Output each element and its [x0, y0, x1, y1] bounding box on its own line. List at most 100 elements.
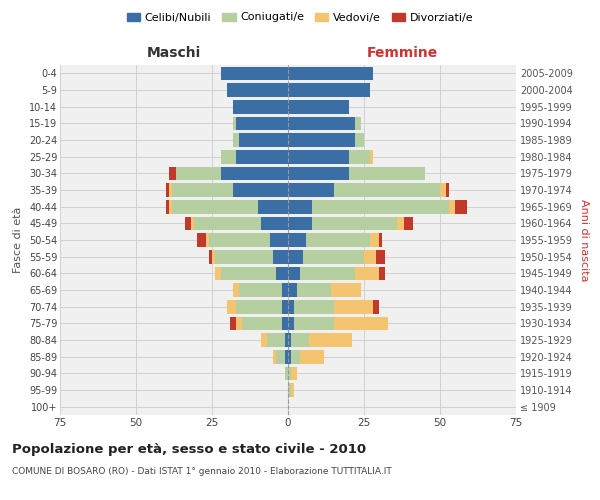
- Bar: [446, 183, 449, 197]
- Bar: [166, 183, 169, 197]
- Bar: [169, 183, 172, 197]
- Bar: [282, 316, 288, 330]
- Bar: [227, 300, 236, 314]
- Bar: [404, 216, 413, 230]
- Bar: [313, 200, 449, 213]
- Text: COMUNE DI BOSARO (RO) - Dati ISTAT 1° gennaio 2010 - Elaborazione TUTTITALIA.IT: COMUNE DI BOSARO (RO) - Dati ISTAT 1° ge…: [12, 468, 392, 476]
- Bar: [233, 283, 239, 297]
- Bar: [291, 350, 300, 364]
- Bar: [194, 216, 260, 230]
- Bar: [288, 200, 313, 213]
- Bar: [379, 266, 385, 280]
- Bar: [294, 316, 334, 330]
- Bar: [209, 233, 270, 247]
- Bar: [267, 333, 285, 347]
- Bar: [166, 200, 169, 213]
- Bar: [288, 233, 306, 247]
- Bar: [285, 350, 288, 364]
- Bar: [288, 133, 355, 147]
- Bar: [221, 166, 288, 180]
- Bar: [288, 66, 373, 80]
- Bar: [236, 150, 288, 164]
- Bar: [288, 216, 313, 230]
- Bar: [185, 216, 191, 230]
- Bar: [291, 383, 294, 397]
- Bar: [306, 233, 370, 247]
- Bar: [215, 266, 221, 280]
- Y-axis label: Anni di nascita: Anni di nascita: [578, 198, 589, 281]
- Bar: [288, 383, 291, 397]
- Bar: [206, 233, 209, 247]
- Bar: [455, 200, 467, 213]
- Bar: [215, 250, 273, 264]
- Text: Femmine: Femmine: [367, 46, 437, 60]
- Bar: [440, 183, 446, 197]
- Bar: [349, 150, 370, 164]
- Bar: [288, 100, 349, 114]
- Bar: [288, 83, 370, 97]
- Bar: [288, 116, 355, 130]
- Bar: [236, 116, 288, 130]
- Bar: [373, 300, 379, 314]
- Bar: [288, 166, 349, 180]
- Bar: [282, 283, 288, 297]
- Bar: [288, 150, 349, 164]
- Bar: [288, 333, 291, 347]
- Bar: [239, 283, 282, 297]
- Bar: [334, 183, 440, 197]
- Text: Popolazione per età, sesso e stato civile - 2010: Popolazione per età, sesso e stato civil…: [12, 442, 366, 456]
- Bar: [349, 166, 425, 180]
- Bar: [291, 366, 297, 380]
- Bar: [355, 133, 364, 147]
- Bar: [379, 233, 382, 247]
- Bar: [169, 166, 176, 180]
- Bar: [309, 333, 352, 347]
- Bar: [288, 183, 334, 197]
- Bar: [257, 200, 288, 213]
- Bar: [376, 250, 385, 264]
- Bar: [397, 216, 404, 230]
- Bar: [276, 350, 285, 364]
- Bar: [221, 266, 276, 280]
- Bar: [288, 350, 291, 364]
- Legend: Celibi/Nubili, Coniugati/e, Vedovi/e, Divorziati/e: Celibi/Nubili, Coniugati/e, Vedovi/e, Di…: [122, 8, 478, 27]
- Bar: [288, 300, 294, 314]
- Bar: [230, 316, 236, 330]
- Bar: [191, 216, 194, 230]
- Bar: [288, 266, 300, 280]
- Bar: [233, 100, 288, 114]
- Bar: [260, 216, 288, 230]
- Bar: [355, 266, 379, 280]
- Bar: [212, 250, 215, 264]
- Bar: [303, 250, 364, 264]
- Bar: [300, 266, 355, 280]
- Bar: [364, 250, 376, 264]
- Bar: [260, 333, 267, 347]
- Bar: [288, 366, 291, 380]
- Bar: [169, 200, 172, 213]
- Bar: [370, 150, 373, 164]
- Bar: [297, 283, 331, 297]
- Bar: [242, 316, 282, 330]
- Bar: [288, 316, 294, 330]
- Bar: [239, 133, 288, 147]
- Bar: [449, 200, 455, 213]
- Bar: [291, 333, 309, 347]
- Bar: [331, 283, 361, 297]
- Bar: [294, 300, 334, 314]
- Y-axis label: Fasce di età: Fasce di età: [13, 207, 23, 273]
- Bar: [285, 366, 288, 380]
- Bar: [197, 233, 206, 247]
- Bar: [236, 300, 282, 314]
- Bar: [233, 116, 236, 130]
- Bar: [172, 183, 233, 197]
- Bar: [334, 300, 373, 314]
- Bar: [209, 250, 212, 264]
- Bar: [313, 216, 397, 230]
- Bar: [172, 200, 257, 213]
- Bar: [273, 350, 276, 364]
- Bar: [300, 350, 325, 364]
- Bar: [221, 150, 236, 164]
- Bar: [285, 333, 288, 347]
- Bar: [355, 116, 361, 130]
